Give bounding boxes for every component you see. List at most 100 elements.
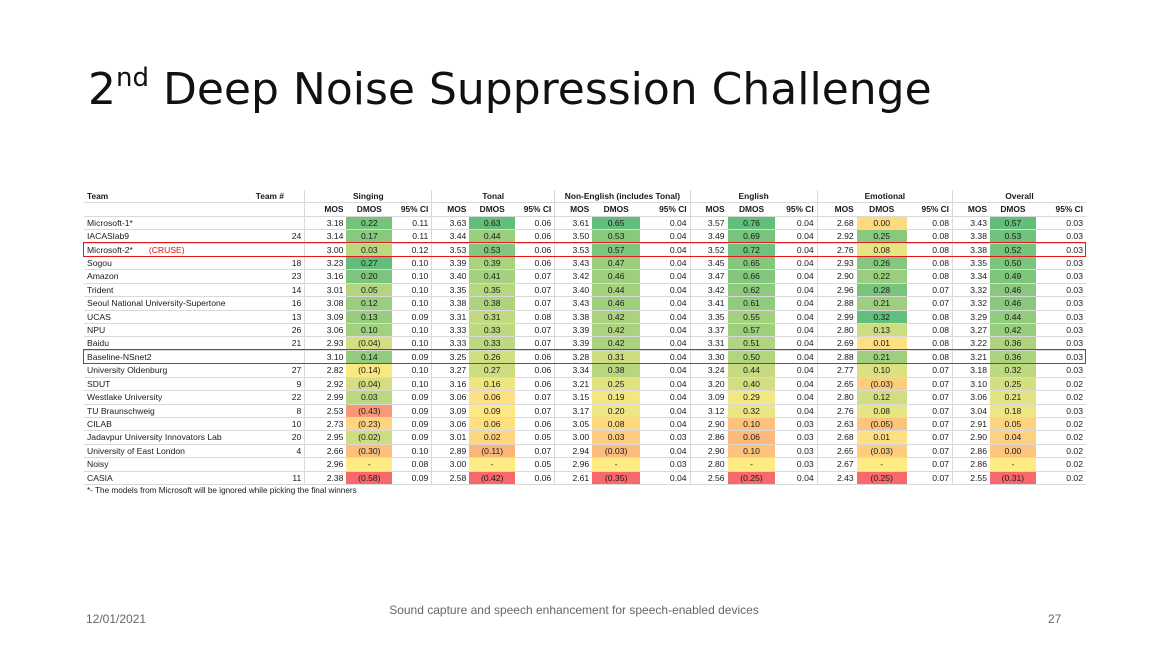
dmos-cell: -	[727, 457, 776, 472]
mos-cell: 2.90	[689, 444, 728, 459]
mos-cell: 3.15	[554, 390, 593, 405]
dmos-cell: (0.14)	[346, 363, 393, 378]
ci-cell: 0.04	[640, 377, 691, 392]
sub-header-95-ci: 95% CI	[906, 202, 953, 217]
dmos-cell: (0.31)	[990, 471, 1036, 485]
ci-cell: 0.10	[392, 283, 432, 298]
dmos-cell: 0.03	[346, 390, 393, 405]
team-name: CILAB	[84, 417, 253, 432]
dmos-cell: 0.05	[990, 417, 1036, 432]
team-number	[252, 243, 305, 258]
dmos-cell: 0.53	[592, 229, 641, 244]
ci-cell: 0.04	[775, 336, 818, 351]
dmos-cell: 0.08	[856, 404, 907, 418]
ci-cell: 0.04	[775, 229, 818, 244]
ci-cell: 0.03	[1035, 363, 1086, 378]
dmos-cell: (0.43)	[346, 404, 393, 418]
mos-cell: 3.33	[431, 323, 470, 338]
dmos-cell: 0.06	[469, 390, 516, 405]
table-row: CILAB 10 2.73 (0.23) 0.09 3.06 0.06 0.06 3.05 0.0…	[84, 417, 1086, 432]
dmos-cell: 0.42	[592, 336, 641, 351]
mos-cell: 3.31	[689, 336, 728, 351]
mos-cell: 2.96	[816, 283, 857, 298]
ci-cell: 0.11	[392, 216, 432, 231]
dmos-cell: 0.13	[346, 310, 393, 325]
dmos-cell: 0.38	[469, 296, 516, 311]
dmos-cell: 0.50	[727, 350, 776, 365]
table-row: Sogou 18 3.23 0.27 0.10 3.39 0.39 0.06 3.43 0.47 0…	[84, 256, 1086, 271]
dmos-cell: -	[990, 457, 1036, 472]
dmos-cell: 0.44	[727, 363, 776, 378]
dmos-cell: 0.06	[727, 430, 776, 445]
mos-cell: 3.31	[431, 310, 470, 325]
dmos-cell: 0.25	[990, 377, 1036, 392]
sub-header-95-ci: 95% CI	[775, 202, 818, 217]
results-table: Team Team # Singing Tonal Non-English (inclu…	[84, 190, 1086, 497]
ci-cell: 0.03	[775, 457, 818, 472]
table-row: Baidu 21 2.93 (0.04) 0.10 3.33 0.33 0.07 3.39 0.4…	[84, 336, 1086, 351]
dmos-cell: 0.62	[727, 283, 776, 298]
dmos-cell: 0.44	[990, 310, 1036, 325]
ci-cell: 0.08	[906, 216, 953, 231]
mos-cell: 2.55	[952, 471, 990, 485]
dmos-cell: 0.17	[346, 229, 393, 244]
sub-header-mos: MOS	[952, 202, 990, 217]
sub-header-95-ci: 95% CI	[392, 202, 432, 217]
mos-cell: 2.65	[816, 444, 857, 459]
mos-cell: 2.99	[304, 390, 347, 405]
mos-cell: 3.32	[952, 283, 990, 298]
sub-header-dmos: DMOS	[346, 202, 393, 217]
team-name: Baseline-NSnet2	[84, 350, 253, 365]
mos-cell: 2.92	[816, 229, 857, 244]
ci-cell: 0.07	[515, 296, 555, 311]
ci-cell: 0.07	[906, 430, 953, 445]
team-number: 13	[252, 310, 305, 325]
sub-header-mos: MOS	[554, 202, 593, 217]
cruse-label: (CRUSE)	[148, 244, 185, 255]
table-row: CASIA 11 2.38 (0.58) 0.09 2.58 (0.42) 0.06 2.61(…	[84, 471, 1086, 485]
team-name: Sogou	[84, 256, 253, 271]
sub-header-row: MOS DMOS 95% CI MOS DMOS 95% CI MOS DMOS 95% CI M…	[84, 202, 1086, 217]
mos-cell: 3.09	[304, 310, 347, 325]
mos-cell: 2.89	[431, 444, 470, 459]
mos-cell: 3.40	[554, 283, 593, 298]
mos-cell: 3.08	[304, 296, 347, 311]
team-name: Westlake University	[84, 390, 253, 405]
ci-cell: 0.04	[640, 243, 691, 258]
mos-cell: 3.21	[952, 350, 990, 365]
mos-cell: 3.06	[431, 417, 470, 432]
ci-cell: 0.04	[640, 336, 691, 351]
dmos-cell: 0.27	[469, 363, 516, 378]
ci-cell: 0.04	[775, 310, 818, 325]
mos-cell: 3.06	[431, 390, 470, 405]
mos-cell: 3.43	[554, 296, 593, 311]
mos-cell: 3.28	[554, 350, 593, 365]
ci-cell: 0.03	[1035, 404, 1086, 418]
mos-cell: 2.90	[689, 417, 728, 432]
mos-cell: 2.43	[816, 471, 857, 485]
ci-cell: 0.10	[392, 296, 432, 311]
mos-cell: 2.69	[816, 336, 857, 351]
dmos-cell: (0.11)	[469, 444, 516, 459]
team-number: 10	[252, 417, 305, 432]
dmos-cell: 0.46	[592, 269, 641, 284]
sub-header-dmos: DMOS	[592, 202, 641, 217]
dmos-cell: (0.03)	[856, 377, 907, 392]
ci-cell: 0.06	[515, 216, 555, 231]
mos-cell: 3.33	[431, 336, 470, 351]
ci-cell: 0.07	[906, 404, 953, 418]
mos-cell: 2.99	[816, 310, 857, 325]
ci-cell: 0.03	[1035, 283, 1086, 298]
sub-header-mos: MOS	[816, 202, 857, 217]
dmos-cell: 0.12	[856, 390, 907, 405]
ci-cell: 0.06	[515, 471, 555, 485]
dmos-cell: 0.32	[990, 363, 1036, 378]
ci-cell: 0.10	[392, 323, 432, 338]
dmos-cell: 0.50	[990, 256, 1036, 271]
mos-cell: 2.65	[816, 377, 857, 392]
team-number: 8	[252, 404, 305, 418]
mos-cell: 3.35	[952, 256, 990, 271]
mos-cell: 3.30	[689, 350, 728, 365]
dmos-cell: 0.39	[469, 256, 516, 271]
mos-cell: 3.38	[431, 296, 470, 311]
